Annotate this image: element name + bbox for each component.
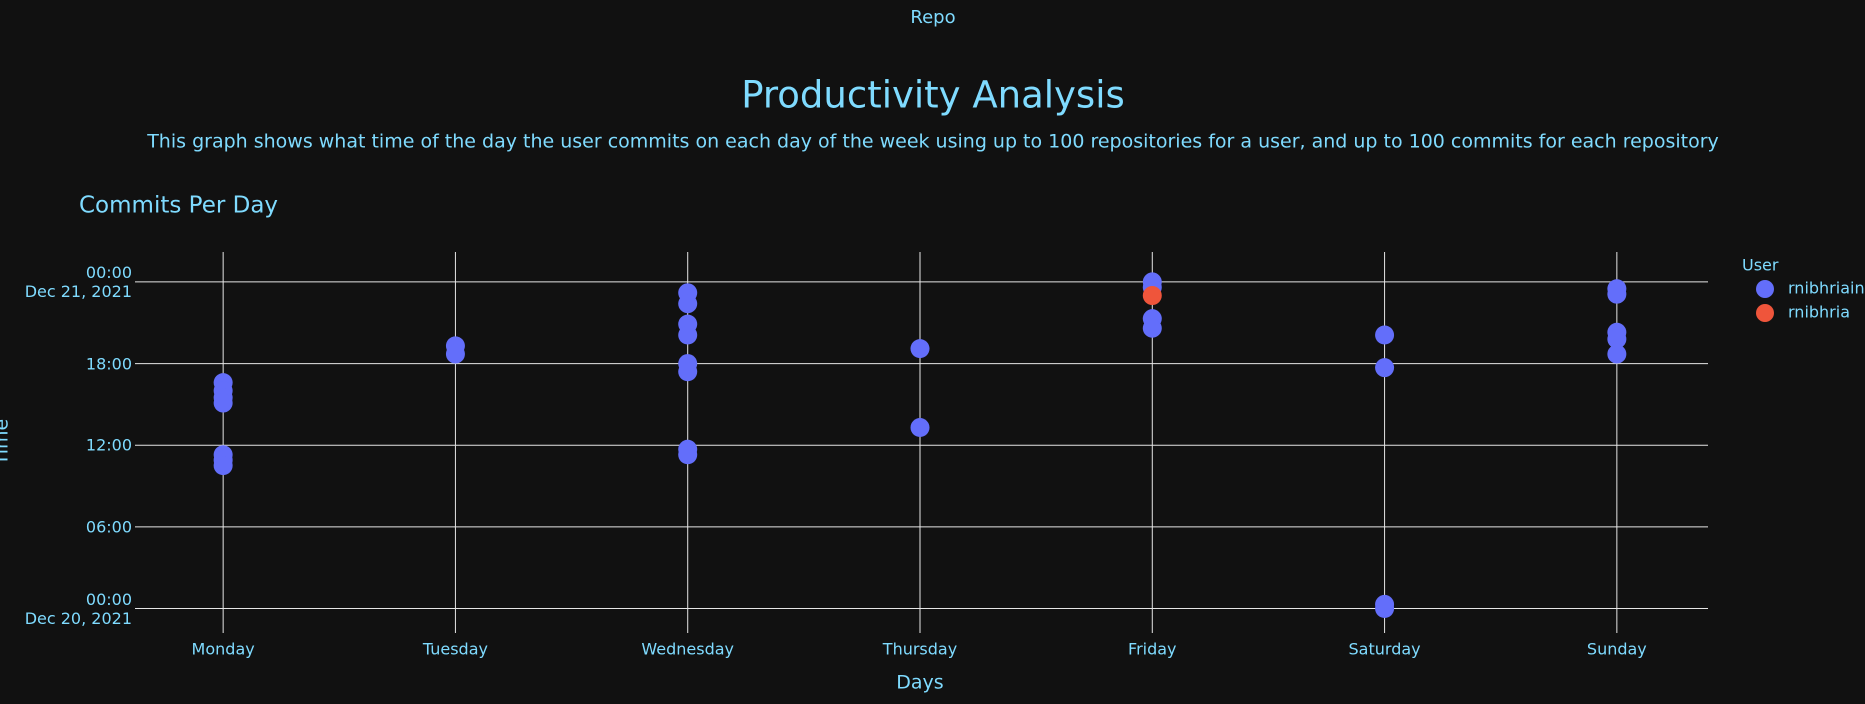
y-tick-label: 06:00 bbox=[85, 517, 132, 537]
legend-marker bbox=[1756, 304, 1774, 322]
point bbox=[213, 393, 233, 413]
x-tick-label: Monday bbox=[192, 640, 255, 659]
point bbox=[910, 418, 930, 438]
point bbox=[1375, 358, 1395, 378]
y-tick-label: 00:00 Dec 21, 2021 bbox=[24, 262, 132, 301]
point bbox=[910, 339, 930, 359]
x-axis-title: Days bbox=[896, 672, 943, 694]
x-tick-label: Wednesday bbox=[641, 640, 734, 659]
point bbox=[1607, 329, 1627, 349]
y-tick-label: 12:00 bbox=[85, 435, 132, 455]
x-tick-label: Thursday bbox=[882, 640, 957, 659]
point bbox=[1607, 284, 1627, 304]
x-tick-label: Sunday bbox=[1587, 640, 1647, 659]
x-tick-label: Saturday bbox=[1349, 640, 1421, 659]
point bbox=[678, 362, 698, 382]
legend-title: User bbox=[1742, 256, 1779, 275]
point bbox=[678, 294, 698, 314]
point bbox=[213, 456, 233, 476]
legend-marker bbox=[1756, 280, 1774, 298]
legend-label: rnibhriain bbox=[1788, 279, 1865, 298]
point bbox=[445, 344, 465, 364]
point bbox=[1142, 286, 1162, 306]
y-tick-label: 00:00 Dec 20, 2021 bbox=[24, 589, 132, 628]
y-axis-title: Time bbox=[0, 419, 13, 467]
x-tick-label: Friday bbox=[1128, 640, 1177, 659]
point bbox=[678, 445, 698, 465]
repo-label: Repo bbox=[910, 7, 955, 28]
legend-label: rnibhria bbox=[1788, 303, 1850, 322]
point bbox=[1375, 599, 1395, 619]
page-title: Productivity Analysis bbox=[741, 74, 1125, 117]
y-tick-labels: 00:00 Dec 20, 2021 06:00 12:00 18:00 00:00 D… bbox=[0, 0, 132, 704]
y-tick-label: 18:00 bbox=[85, 354, 132, 374]
x-tick-label: Tuesday bbox=[422, 640, 488, 659]
page-subtitle: This graph shows what time of the day th… bbox=[146, 131, 1719, 153]
point bbox=[1375, 325, 1395, 345]
chart-title: Commits Per Day bbox=[79, 193, 278, 219]
point bbox=[678, 325, 698, 345]
point bbox=[1142, 318, 1162, 338]
point bbox=[1607, 344, 1627, 364]
